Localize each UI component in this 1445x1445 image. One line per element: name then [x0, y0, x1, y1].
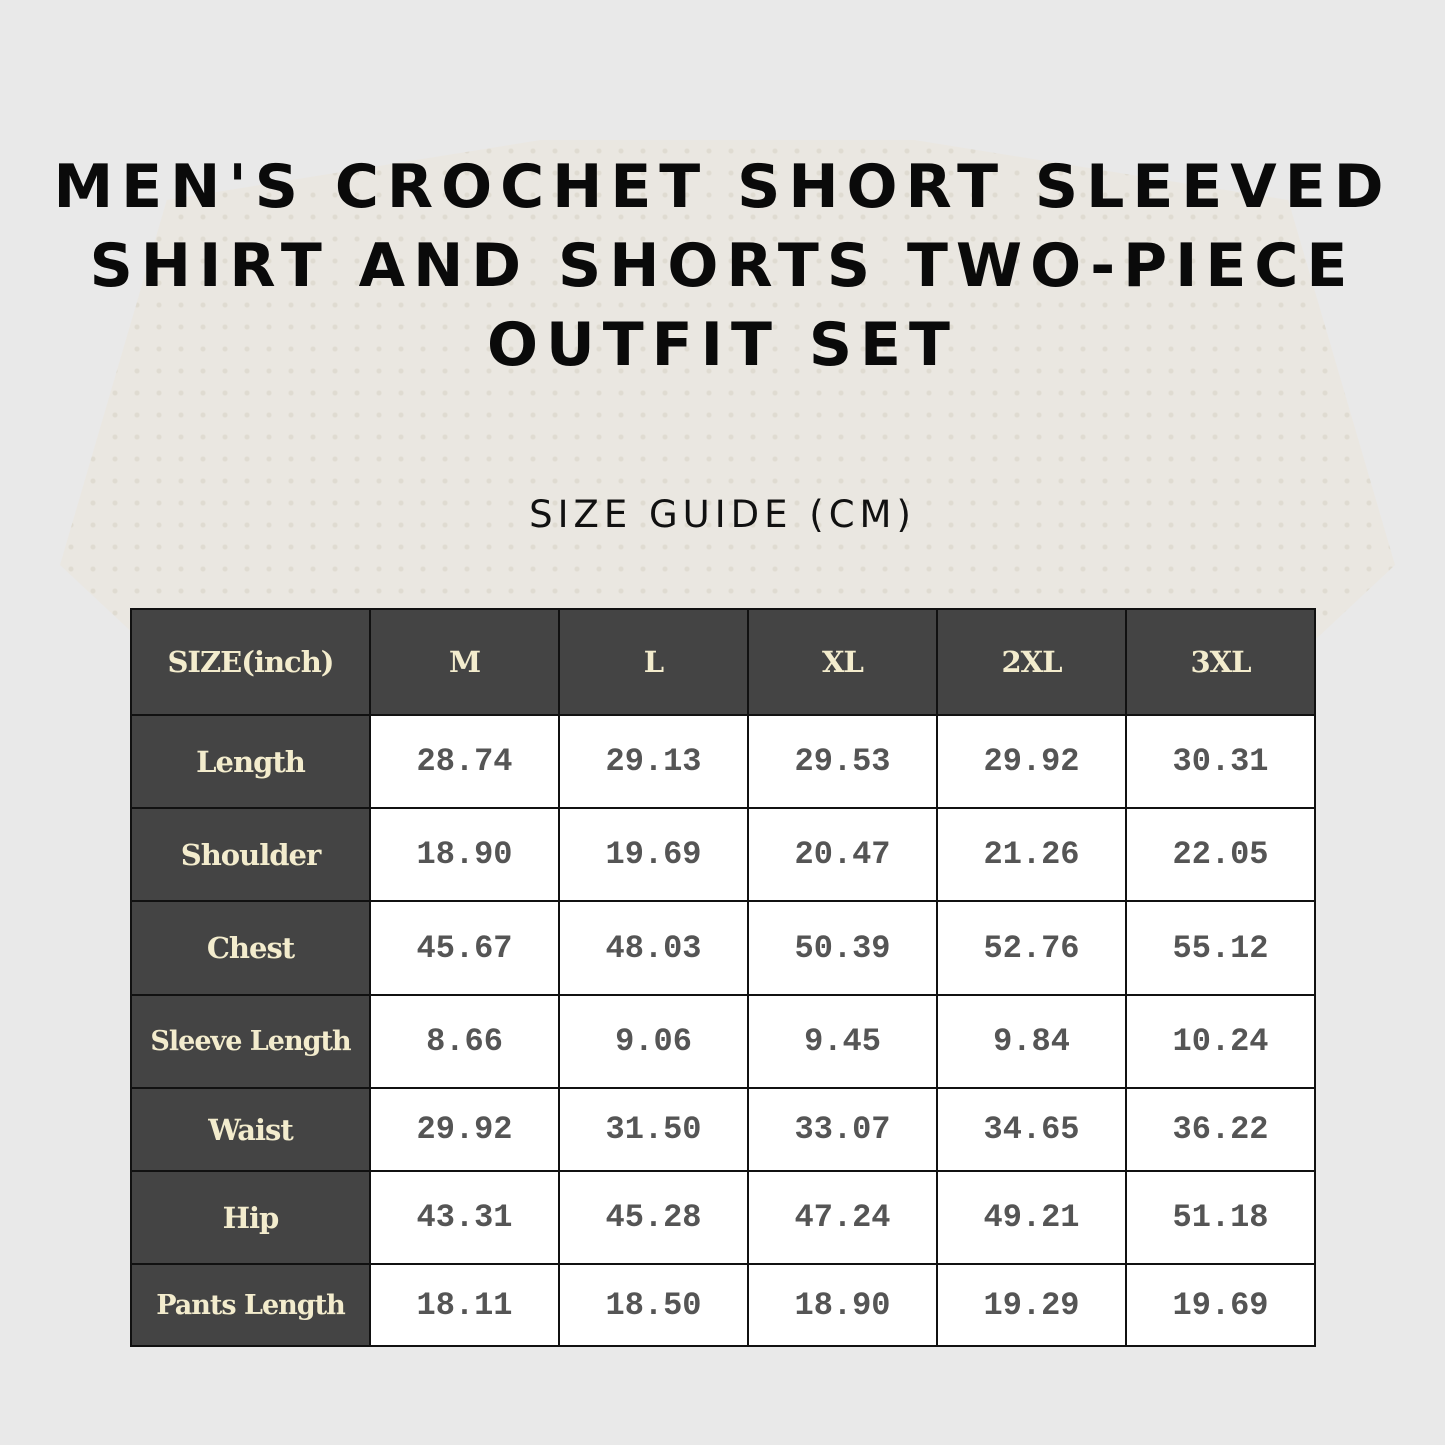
table-cell: 55.12: [1125, 900, 1316, 996]
column-header: XL: [747, 608, 938, 716]
table-cell: 29.92: [369, 1087, 560, 1172]
table-cell: 29.13: [558, 714, 749, 809]
table-cell: 43.31: [369, 1170, 560, 1265]
table-row: Waist 29.92 31.50 33.07 34.65 36.22: [130, 1087, 1316, 1172]
table-cell: 34.65: [936, 1087, 1127, 1172]
column-header: 2XL: [936, 608, 1127, 716]
table-row: Chest 45.67 48.03 50.39 52.76 55.12: [130, 900, 1316, 996]
table-cell: 52.76: [936, 900, 1127, 996]
row-label: Length: [130, 714, 371, 809]
table-cell: 50.39: [747, 900, 938, 996]
column-header: 3XL: [1125, 608, 1316, 716]
table-cell: 19.69: [1125, 1263, 1316, 1347]
table-cell: 30.31: [1125, 714, 1316, 809]
row-label: Waist: [130, 1087, 371, 1172]
table-cell: 18.11: [369, 1263, 560, 1347]
table-cell: 36.22: [1125, 1087, 1316, 1172]
table-cell: 47.24: [747, 1170, 938, 1265]
column-header: M: [369, 608, 560, 716]
table-cell: 10.24: [1125, 994, 1316, 1089]
table-cell: 19.69: [558, 807, 749, 902]
table-row: Shoulder 18.90 19.69 20.47 21.26 22.05: [130, 807, 1316, 902]
table-cell: 20.47: [747, 807, 938, 902]
row-label: Shoulder: [130, 807, 371, 902]
page-title: Men's Crochet Short Sleeved Shirt and Sh…: [53, 152, 1392, 380]
row-label: Chest: [130, 900, 371, 996]
size-table: SIZE(inch) M L XL 2XL 3XL Length 28.74 29.13 29.5…: [130, 608, 1316, 1347]
table-cell: 48.03: [558, 900, 749, 996]
table-cell: 19.29: [936, 1263, 1127, 1347]
shirt-background-image: [60, 140, 1395, 640]
table-cell: 22.05: [1125, 807, 1316, 902]
table-cell: 9.84: [936, 994, 1127, 1089]
table-cell: 28.74: [369, 714, 560, 809]
table-header-row: SIZE(inch) M L XL 2XL 3XL: [130, 608, 1316, 716]
page-subtitle: SIZE GUIDE (CM): [529, 493, 916, 536]
table-cell: 18.90: [747, 1263, 938, 1347]
table-cell: 18.50: [558, 1263, 749, 1347]
column-header: SIZE(inch): [130, 608, 371, 716]
table-cell: 29.92: [936, 714, 1127, 809]
table-cell: 29.53: [747, 714, 938, 809]
table-row: Sleeve Length 8.66 9.06 9.45 9.84 10.24: [130, 994, 1316, 1089]
table-cell: 49.21: [936, 1170, 1127, 1265]
table-cell: 18.90: [369, 807, 560, 902]
table-cell: 33.07: [747, 1087, 938, 1172]
table-cell: 45.28: [558, 1170, 749, 1265]
table-cell: 45.67: [369, 900, 560, 996]
table-row: Hip 43.31 45.28 47.24 49.21 51.18: [130, 1170, 1316, 1265]
table-cell: 31.50: [558, 1087, 749, 1172]
table-cell: 9.45: [747, 994, 938, 1089]
table-cell: 8.66: [369, 994, 560, 1089]
table-cell: 51.18: [1125, 1170, 1316, 1265]
column-header: L: [558, 608, 749, 716]
table-row: Pants Length 18.11 18.50 18.90 19.29 19.69: [130, 1263, 1316, 1347]
row-label: Hip: [130, 1170, 371, 1265]
table-cell: 21.26: [936, 807, 1127, 902]
row-label: Pants Length: [130, 1263, 371, 1347]
table-cell: 9.06: [558, 994, 749, 1089]
table-row: Length 28.74 29.13 29.53 29.92 30.31: [130, 714, 1316, 809]
row-label: Sleeve Length: [130, 994, 371, 1089]
